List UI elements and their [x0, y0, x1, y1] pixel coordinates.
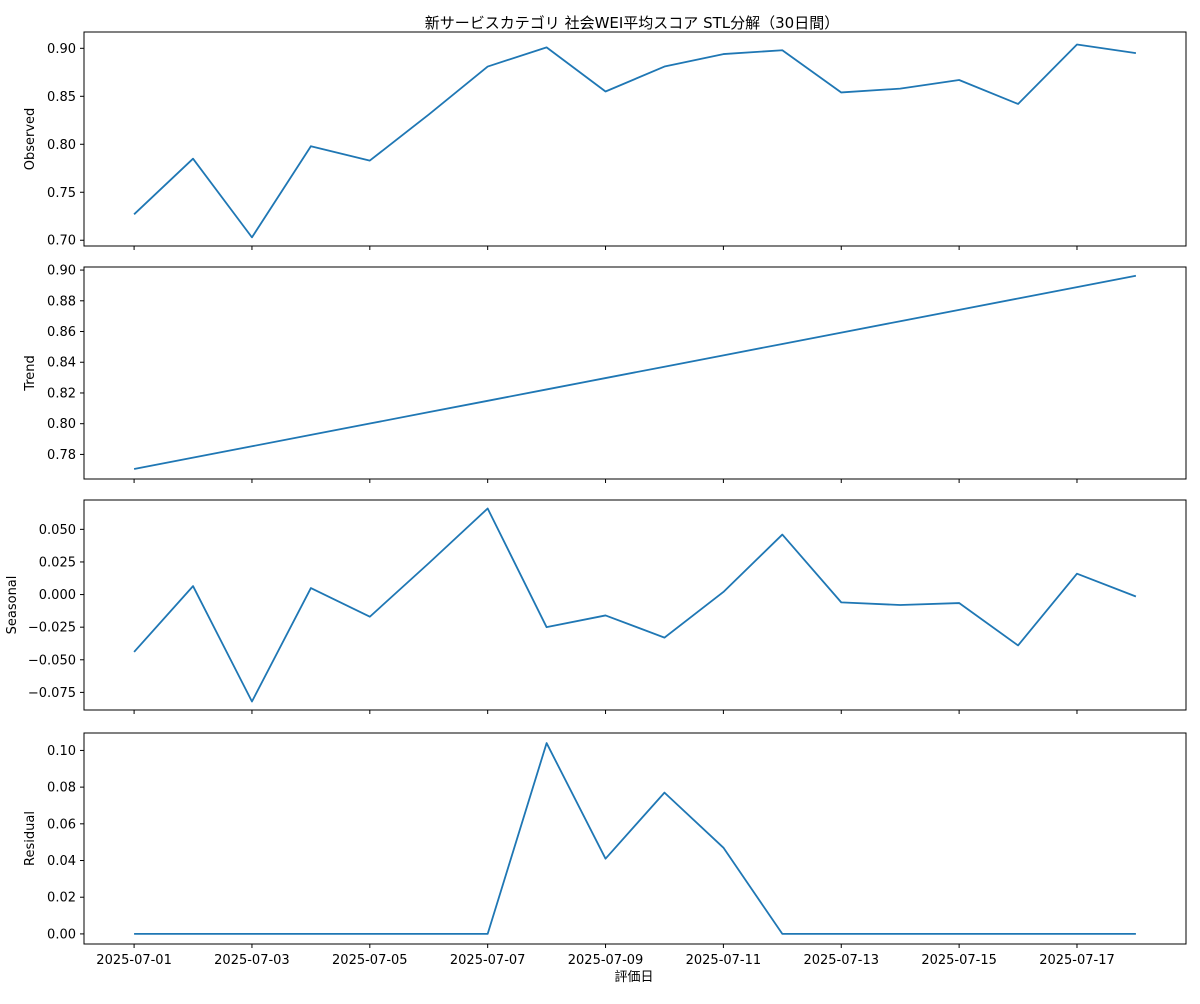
- y-tick-label: 0.82: [47, 386, 76, 401]
- x-tick-label: 2025-07-13: [803, 953, 879, 968]
- series-line-seasonal: [133, 507, 1137, 703]
- plot-frame: [83, 31, 1187, 247]
- panel-seasonal: −0.075 −0.050 −0.025 0.000 0.025 0.050 Seasona…: [5, 499, 1187, 714]
- y-tick-label: 0.050: [39, 523, 76, 538]
- series-line-residual: [134, 742, 1136, 935]
- y-tick-label: 0.75: [47, 186, 76, 201]
- y-tick-label: −0.075: [28, 686, 76, 701]
- y-tick-label: 0.06: [47, 817, 76, 832]
- y-tick-label: 0.90: [47, 42, 76, 57]
- y-tick-label: 0.88: [47, 294, 76, 309]
- y-axis-label: Trend: [23, 355, 38, 392]
- series-line-trend: [133, 274, 1137, 470]
- y-tick-label: 0.000: [39, 588, 76, 603]
- x-tick-label: 2025-07-09: [568, 953, 644, 968]
- y-tick-label: 0.10: [47, 744, 76, 759]
- y-axis-label: Residual: [23, 811, 38, 866]
- x-tick-label: 2025-07-15: [921, 953, 997, 968]
- y-tick-label: 0.85: [47, 90, 76, 105]
- y-tick-label: 0.70: [47, 234, 76, 249]
- plot-frame: [83, 732, 1187, 945]
- x-tick-label: 2025-07-03: [214, 953, 290, 968]
- y-tick-label: 0.84: [47, 356, 76, 371]
- y-tick-label: −0.025: [28, 621, 76, 636]
- panel-trend: 0.78 0.80 0.82 0.84 0.86 0.88 0.90 Trend: [23, 264, 1187, 483]
- x-axis-label: 評価日: [614, 970, 653, 985]
- y-tick-label: 0.08: [47, 781, 76, 796]
- y-tick-label: 0.80: [47, 417, 76, 432]
- x-tick-label: 2025-07-01: [96, 953, 172, 968]
- panel-observed: 0.70 0.75 0.80 0.85 0.90 Observed: [23, 31, 1187, 250]
- plot-frame: [83, 266, 1187, 480]
- y-tick-label: 0.00: [47, 927, 76, 942]
- panel-residual: 0.00 0.02 0.04 0.06 0.08 0.10 2025-07-01 2025-0…: [23, 732, 1187, 968]
- y-tick-label: 0.04: [47, 854, 76, 869]
- x-tick-label: 2025-07-11: [686, 953, 762, 968]
- x-tick-label: 2025-07-05: [332, 953, 408, 968]
- chart-title: 新サービスカテゴリ 社会WEI平均スコア STL分解（30日間）: [425, 14, 839, 32]
- y-tick-label: 0.02: [47, 891, 76, 906]
- y-tick-label: 0.025: [39, 555, 76, 570]
- y-axis-label: Observed: [23, 108, 38, 171]
- x-tick-label: 2025-07-17: [1039, 953, 1115, 968]
- plot-frame: [83, 499, 1187, 711]
- y-tick-label: 0.90: [47, 264, 76, 279]
- y-tick-label: −0.050: [28, 653, 76, 668]
- y-tick-label: 0.86: [47, 325, 76, 340]
- series-line-observed: [133, 43, 1137, 239]
- y-axis-label: Seasonal: [5, 576, 20, 635]
- x-tick-label: 2025-07-07: [450, 953, 526, 968]
- y-tick-label: 0.78: [47, 448, 76, 463]
- y-tick-label: 0.80: [47, 138, 76, 153]
